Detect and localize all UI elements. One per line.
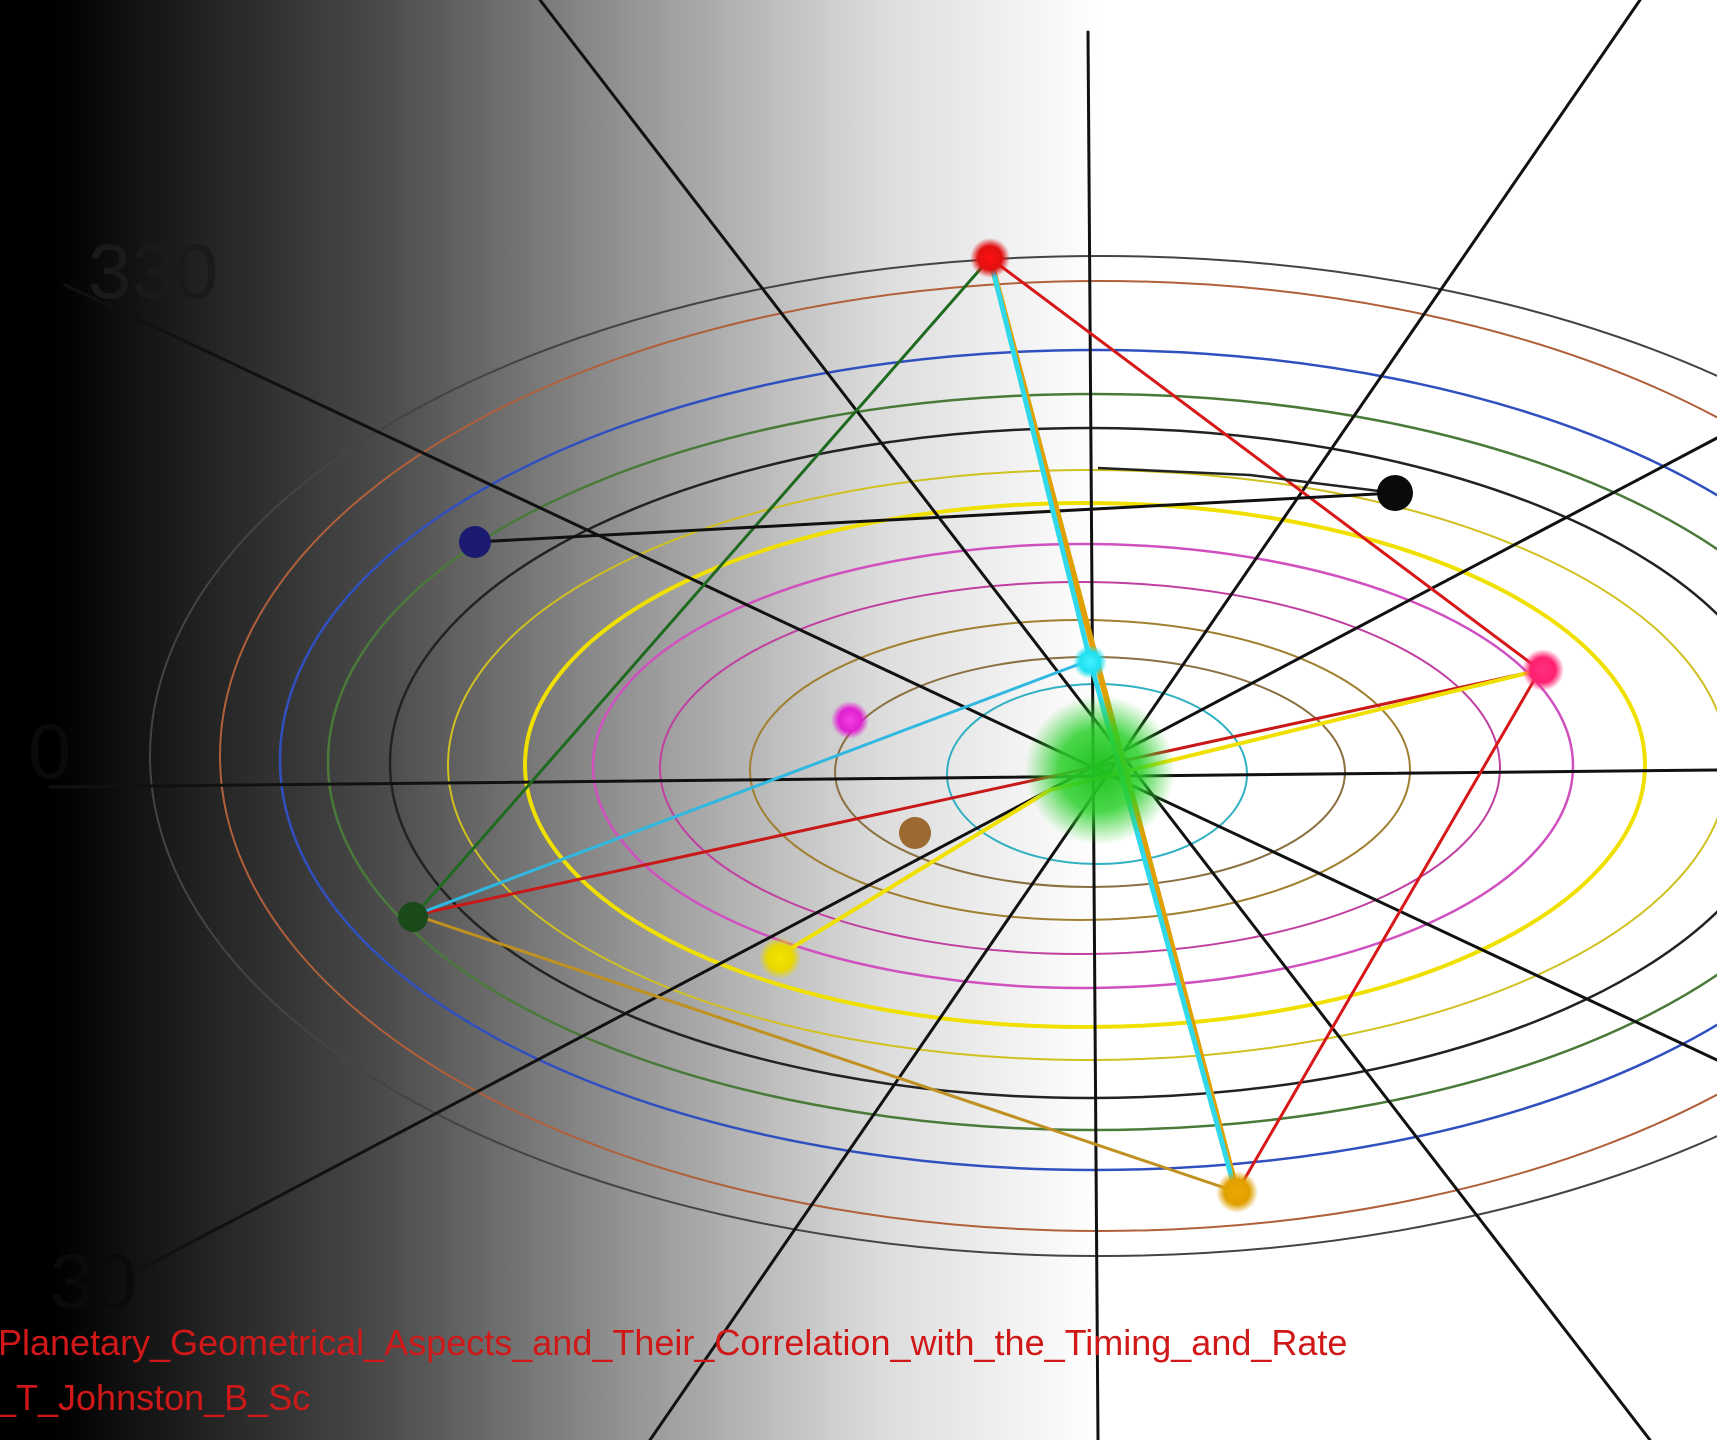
- aspect-line-navy-black: [474, 491, 1396, 544]
- planet-green: [398, 902, 428, 932]
- orbit-ring: [326, 392, 1717, 1132]
- orbit-ring: [659, 581, 1501, 955]
- planet-red: [970, 238, 1010, 278]
- spoke-line: [118, 436, 1717, 1282]
- spoke-line: [63, 283, 1717, 1062]
- orbit-ring: [219, 280, 1717, 1232]
- source-caption-line-1: /Planetary_Geometrical_Aspects_and_Their…: [0, 1322, 1348, 1363]
- planet-pink: [1522, 649, 1564, 691]
- spoke-line: [48, 768, 1717, 789]
- planet-cyan: [1073, 645, 1107, 679]
- planets: [398, 238, 1564, 1213]
- planet-yellow: [759, 937, 801, 979]
- planet-navy: [459, 526, 491, 558]
- planet-magenta: [831, 701, 869, 739]
- aspect-line-cyan-main: [987, 257, 1093, 661]
- planet-orange: [1216, 1171, 1258, 1213]
- aspect-line-green: [413, 257, 992, 916]
- angle-label-0: 0: [28, 707, 72, 795]
- orbit-ring: [591, 542, 1575, 990]
- center-sun-glow: [1025, 695, 1175, 845]
- source-caption-line-2: _T_Johnston_B_Sc: [0, 1377, 311, 1418]
- aspect-line-red: [414, 668, 1541, 917]
- orbit-ring: [149, 255, 1717, 1257]
- planet-black: [1377, 475, 1413, 511]
- radial-spokes: [48, 0, 1717, 1440]
- aspect-line-black: [1097, 466, 1396, 495]
- angle-label-30: 30: [50, 1237, 137, 1325]
- orbit-rings: [149, 255, 1717, 1257]
- angle-label-330: 330: [88, 227, 219, 315]
- orbit-ring: [523, 501, 1647, 1029]
- aspect-line-cyan: [414, 658, 1091, 917]
- planet-brown: [899, 817, 931, 849]
- aspect-line-orange: [414, 913, 1238, 1194]
- orbit-ring: [447, 469, 1717, 1061]
